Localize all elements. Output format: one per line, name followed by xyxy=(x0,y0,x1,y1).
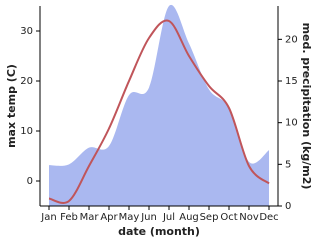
y-axis-label: max temp (C) xyxy=(5,64,18,148)
y-tick-label: 20 xyxy=(20,76,33,87)
y-tick-label: 30 xyxy=(20,26,33,37)
y-tick-label: 0 xyxy=(27,176,33,187)
y2-axis-label: med. precipitation (kg/m2) xyxy=(300,23,313,190)
y2-tick-label: 20 xyxy=(285,34,298,45)
temperature-line xyxy=(48,19,270,204)
x-axis-label: date (month) xyxy=(118,225,200,238)
y2-tick-label: 5 xyxy=(285,159,291,170)
x-tick-label: May xyxy=(119,212,140,223)
x-tick-label: Sep xyxy=(200,212,219,223)
y2-tick-label: 15 xyxy=(285,76,298,87)
y2-tick-label: 0 xyxy=(285,201,291,212)
y2-tick-label: 10 xyxy=(285,118,298,129)
x-tick-label: Jul xyxy=(162,212,175,223)
y-tick-label: 10 xyxy=(20,126,33,137)
precipitation-area xyxy=(49,4,269,207)
x-tick-label: Dec xyxy=(259,212,278,223)
x-tick-label: Jun xyxy=(140,212,157,223)
x-tick-label: Jan xyxy=(40,212,56,223)
x-tick-label: Feb xyxy=(60,212,78,223)
x-tick-label: Mar xyxy=(80,212,100,223)
x-tick-label: Nov xyxy=(239,212,259,223)
x-tick-label: Apr xyxy=(100,212,118,223)
x-tick-label: Oct xyxy=(220,212,237,223)
x-tick-label: Aug xyxy=(179,212,199,223)
